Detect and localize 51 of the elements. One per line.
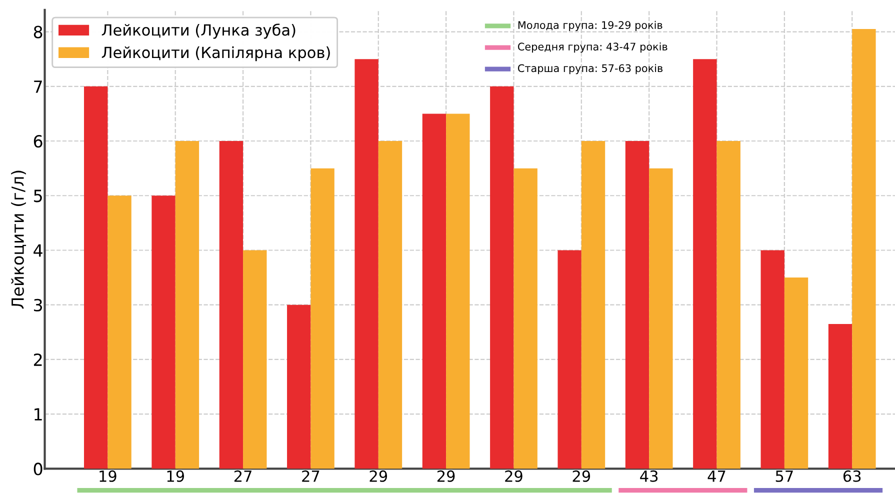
y-tick-label: 7 bbox=[34, 80, 42, 93]
x-tick-label: 47 bbox=[708, 470, 726, 482]
bar bbox=[649, 168, 673, 469]
x-tick-label: 29 bbox=[370, 470, 388, 482]
y-tick-label: 6 bbox=[34, 134, 42, 148]
x-tick-label: 29 bbox=[437, 470, 455, 482]
y-tick-label: 8 bbox=[34, 26, 42, 38]
bar bbox=[716, 141, 740, 469]
bar bbox=[446, 114, 470, 469]
x-tick-label: 27 bbox=[234, 470, 252, 482]
bar bbox=[175, 141, 200, 469]
bar bbox=[784, 278, 808, 469]
bar bbox=[84, 86, 108, 469]
x-tick-label: 19 bbox=[100, 470, 116, 482]
bar bbox=[693, 59, 717, 469]
legend-label: Лейкоцити (Капілярна кров) bbox=[102, 46, 330, 62]
bar bbox=[760, 250, 784, 469]
bar bbox=[852, 29, 876, 469]
y-tick-label: 4 bbox=[34, 244, 42, 257]
bar bbox=[514, 168, 538, 469]
x-tick-label: 29 bbox=[505, 470, 522, 482]
legend-label: Лейкоцити (Лунка зуба) bbox=[102, 24, 296, 39]
bar bbox=[354, 59, 378, 469]
bar bbox=[581, 141, 606, 469]
y-axis-title: Лейкоцити (г/л) bbox=[11, 170, 26, 309]
bar bbox=[828, 324, 852, 469]
x-tick-label: 43 bbox=[640, 470, 658, 482]
bar bbox=[287, 304, 311, 469]
bar bbox=[310, 168, 334, 469]
bar bbox=[152, 196, 176, 469]
annotation: Середня група: 43-47 років bbox=[518, 42, 668, 53]
bar bbox=[422, 114, 446, 469]
x-tick-label: 19 bbox=[167, 470, 184, 482]
x-tick-label: 27 bbox=[302, 470, 320, 482]
bar bbox=[625, 141, 650, 469]
x-tick-label: 57 bbox=[776, 470, 793, 482]
annotation: Старша група: 57-63 років bbox=[518, 64, 663, 74]
y-tick-label: 5 bbox=[34, 190, 42, 202]
y-tick-label: 1 bbox=[34, 408, 42, 420]
x-tick-label: 29 bbox=[572, 470, 590, 482]
bar bbox=[108, 196, 132, 469]
y-tick-label: 2 bbox=[34, 353, 42, 366]
x-tick-label: 63 bbox=[843, 470, 861, 482]
bar bbox=[490, 86, 514, 469]
bar bbox=[219, 141, 244, 469]
bar bbox=[378, 141, 402, 469]
y-tick-label: 3 bbox=[34, 298, 42, 312]
annotation: Молода група: 19-29 років bbox=[518, 20, 662, 32]
y-tick-label: 0 bbox=[34, 462, 42, 476]
bar bbox=[558, 250, 582, 469]
bar bbox=[243, 250, 267, 469]
